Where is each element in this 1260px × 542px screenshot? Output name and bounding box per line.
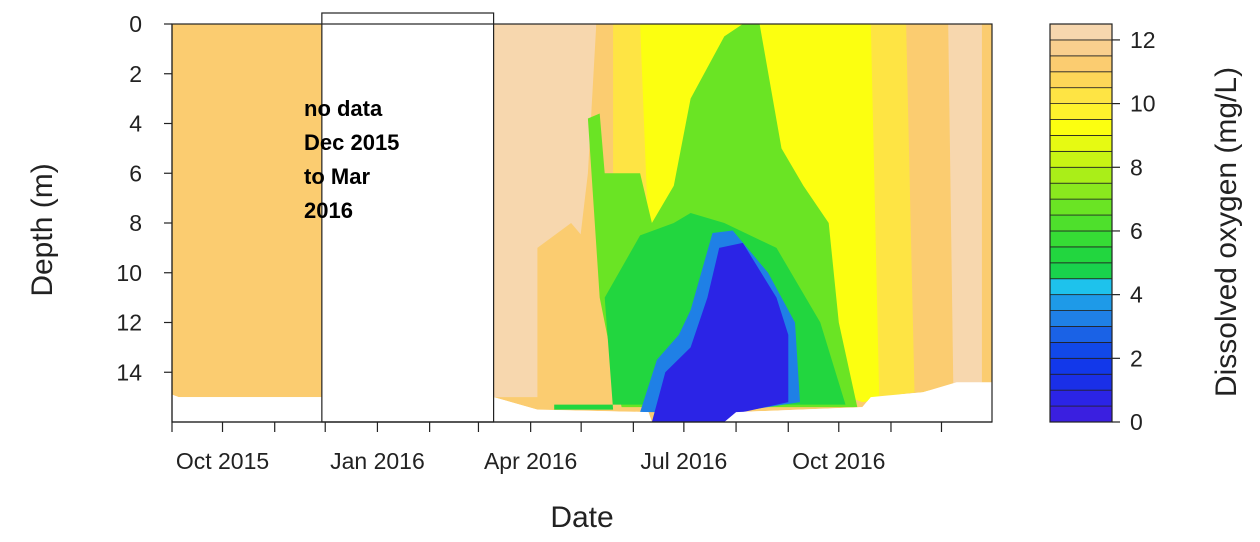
colorbar-tick-label: 0 bbox=[1130, 409, 1143, 435]
contour-region-1-mgl-11 bbox=[651, 242, 789, 422]
y-tick-label: 12 bbox=[116, 310, 142, 336]
colorbar-tick-label: 4 bbox=[1130, 282, 1143, 308]
y-tick-label: 14 bbox=[116, 359, 142, 385]
colorbar-level bbox=[1049, 373, 1113, 391]
colorbar-level bbox=[1049, 135, 1113, 152]
colorbar-level bbox=[1049, 87, 1113, 105]
y-tick-label: 6 bbox=[129, 160, 142, 186]
no-data-line-4: 2016 bbox=[304, 198, 353, 223]
colorbar-level bbox=[1049, 246, 1113, 264]
no-data-line-2: Dec 2015 bbox=[304, 130, 399, 155]
x-tick-label: Apr 2016 bbox=[484, 448, 577, 474]
colorbar-level bbox=[1049, 39, 1113, 57]
colorbar-level bbox=[1049, 166, 1113, 184]
colorbar-level bbox=[1049, 23, 1113, 41]
colorbar-level bbox=[1049, 294, 1113, 311]
y-axis: 0 2 4 6 8 10 12 14 bbox=[116, 11, 173, 422]
colorbar-tick-label: 2 bbox=[1130, 345, 1143, 371]
colorbar-level bbox=[1049, 405, 1113, 423]
y-tick-label: 8 bbox=[129, 210, 142, 236]
colorbar-level bbox=[1049, 55, 1113, 73]
no-data-line-3: to Mar bbox=[304, 164, 370, 189]
y-tick-label: 4 bbox=[129, 111, 142, 137]
colorbar-level bbox=[1049, 310, 1113, 327]
colorbar-level bbox=[1049, 278, 1113, 296]
x-tick-label: Oct 2016 bbox=[792, 448, 885, 474]
x-tick-label: Jan 2016 bbox=[330, 448, 425, 474]
colorbar-level bbox=[1049, 326, 1113, 343]
colorbar: 0 2 4 6 8 10 12 bbox=[1049, 23, 1156, 435]
heatmap-field bbox=[172, 24, 992, 422]
no-data-box bbox=[321, 12, 495, 423]
x-axis: Oct 2015 Jan 2016 Apr 2016 Jul 2016 Oct 2016 bbox=[171, 421, 992, 474]
colorbar-level bbox=[1049, 357, 1113, 375]
x-tick-label: Oct 2015 bbox=[176, 448, 269, 474]
colorbar-tick-label: 6 bbox=[1130, 218, 1143, 244]
contour-region-12-mgl-7 bbox=[948, 24, 982, 385]
y-tick-label: 0 bbox=[129, 11, 142, 37]
colorbar-level bbox=[1049, 182, 1113, 200]
colorbar-level bbox=[1049, 389, 1113, 407]
colorbar-tick-label: 8 bbox=[1130, 154, 1143, 180]
x-tick-label: Jul 2016 bbox=[640, 448, 727, 474]
x-axis-title: Date bbox=[550, 501, 613, 534]
colorbar-level bbox=[1049, 341, 1113, 359]
y-tick-label: 2 bbox=[129, 61, 142, 87]
colorbar-level bbox=[1049, 103, 1113, 120]
y-axis-title: Depth (m) bbox=[26, 163, 59, 296]
colorbar-frame bbox=[1049, 23, 1113, 423]
no-data-line-1: no data bbox=[304, 96, 383, 121]
colorbar-level bbox=[1049, 230, 1113, 248]
colorbar-tick-label: 10 bbox=[1130, 91, 1156, 117]
colorbar-level bbox=[1049, 119, 1113, 136]
colorbar-level bbox=[1049, 71, 1113, 89]
colorbar-title: Dissolved oxygen (mg/L) bbox=[1210, 67, 1243, 397]
colorbar-level bbox=[1049, 150, 1113, 168]
colorbar-tick-label: 12 bbox=[1130, 27, 1156, 53]
colorbar-level bbox=[1049, 214, 1113, 232]
colorbar-level bbox=[1049, 198, 1113, 216]
y-tick-label: 10 bbox=[116, 260, 142, 286]
colorbar-level bbox=[1049, 262, 1113, 280]
